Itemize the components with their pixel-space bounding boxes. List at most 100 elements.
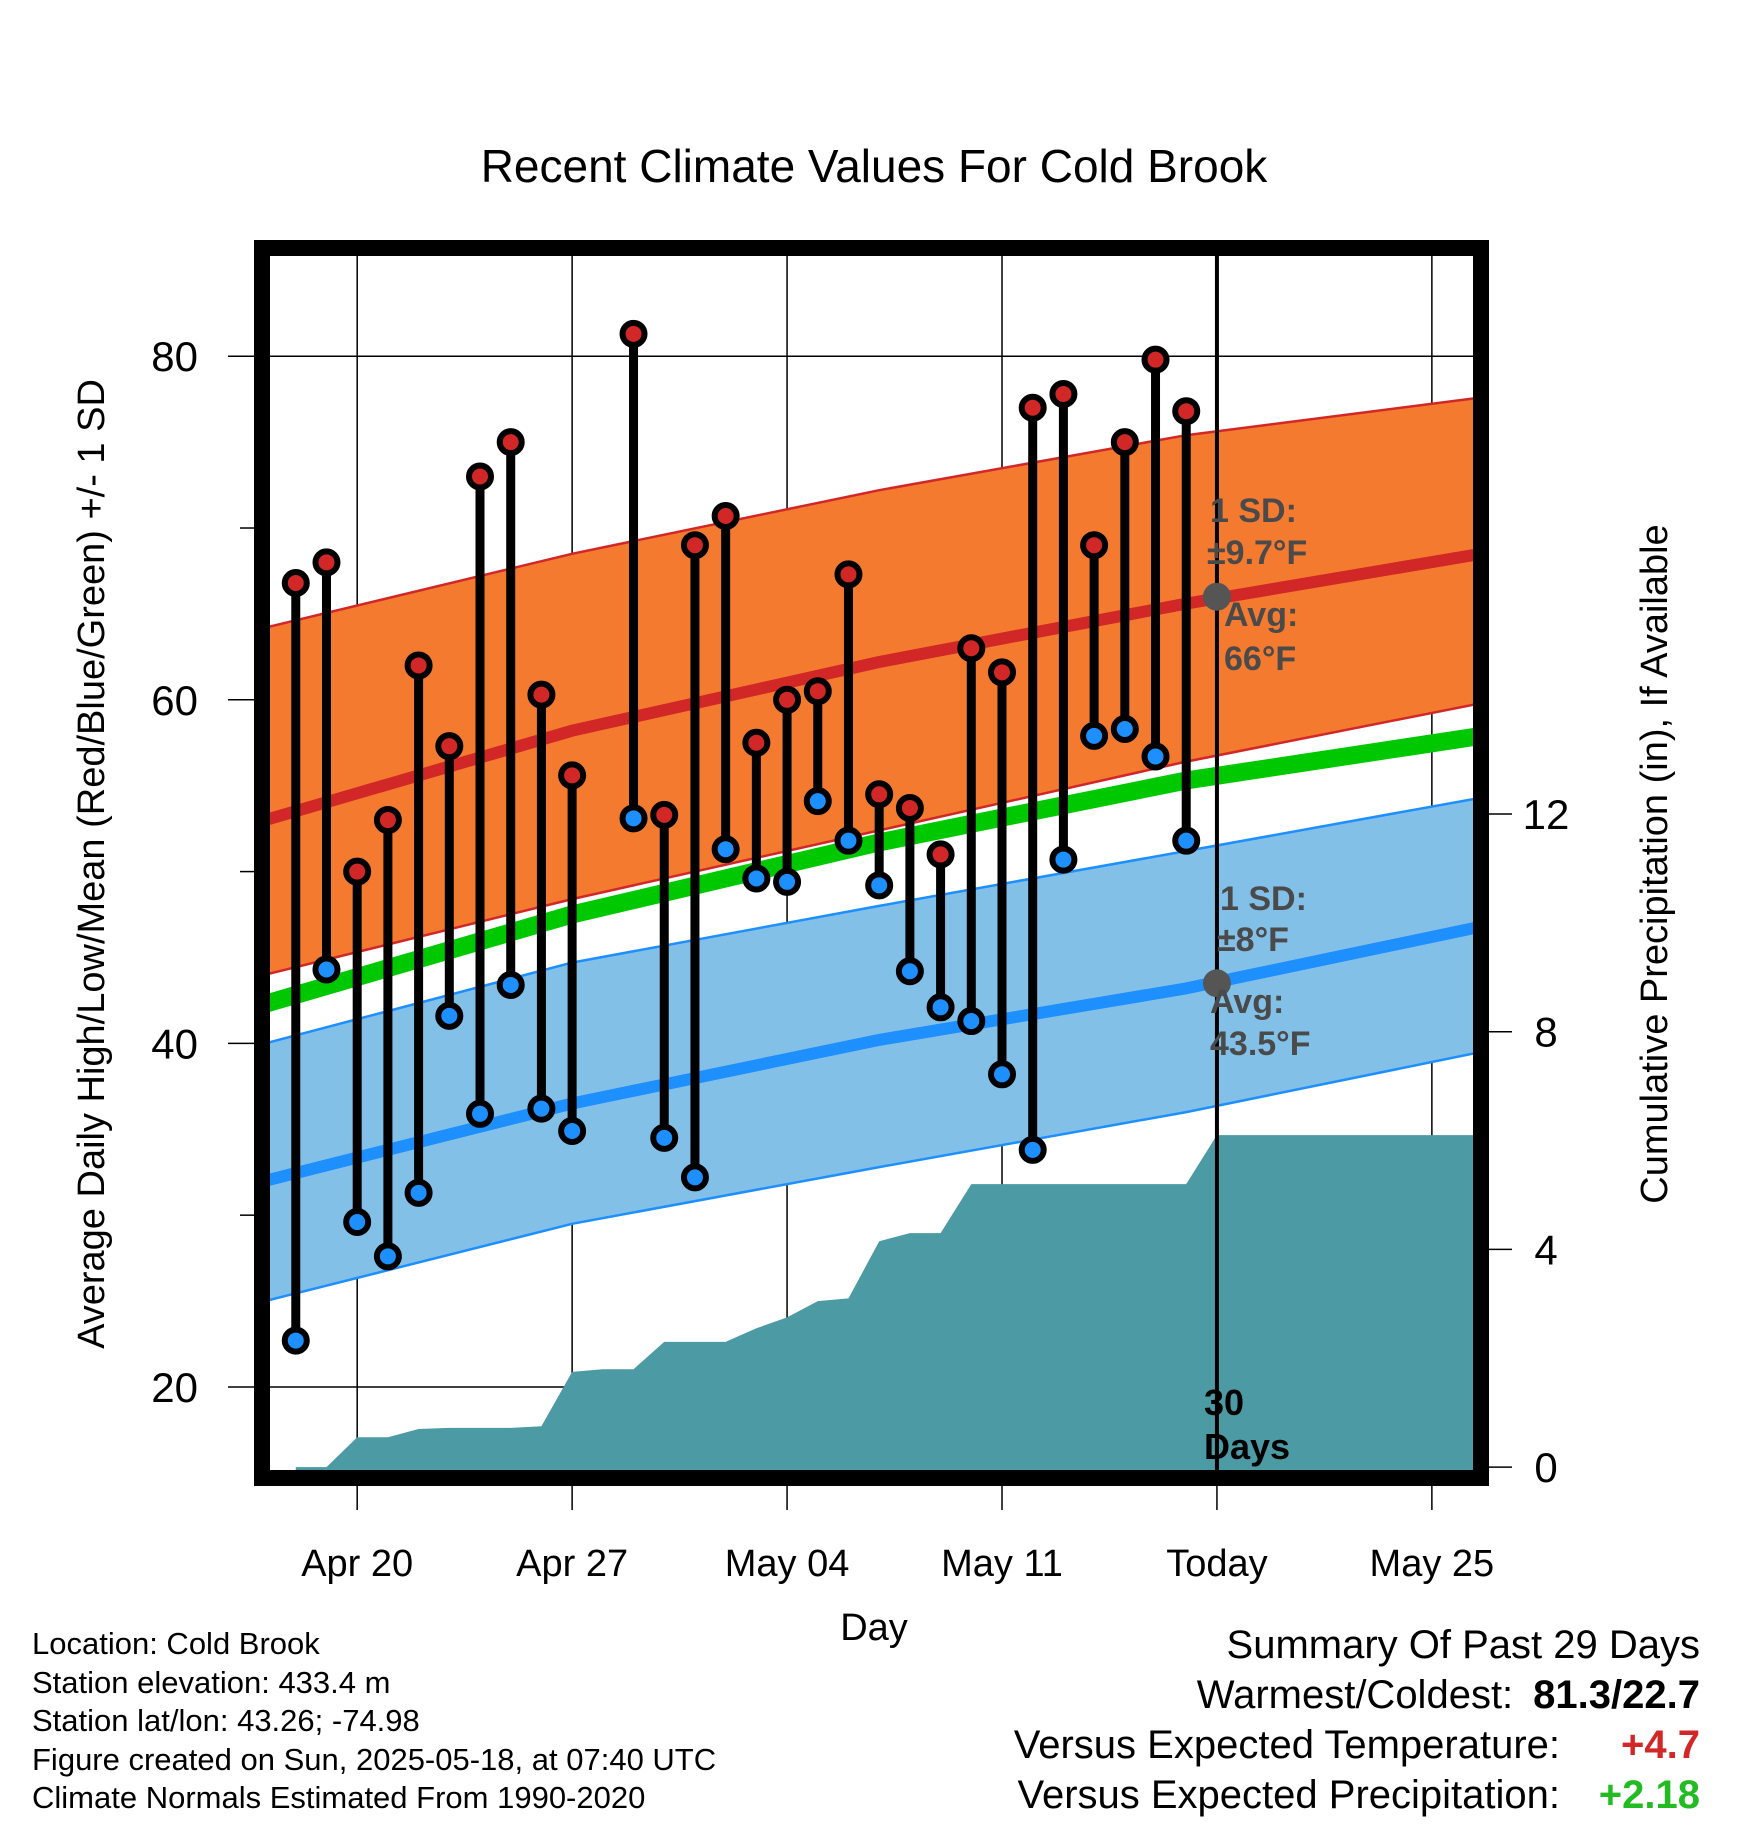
daily-low-point	[742, 864, 771, 893]
summary-panel: Summary Of Past 29 Days Warmest/Coldest:…	[1014, 1620, 1700, 1820]
daily-low-point	[435, 1001, 464, 1030]
daily-low-point	[1018, 1135, 1047, 1164]
daily-low-point	[834, 826, 863, 855]
summary-title: Summary Of Past 29 Days	[1226, 1623, 1700, 1667]
created-text: Figure created on Sun, 2025-05-18, at 07…	[32, 1741, 717, 1777]
high-avg-value: 66°F	[1224, 640, 1296, 678]
normals-text: Climate Normals Estimated From 1990-2020	[32, 1780, 646, 1815]
low-sd-value: ±8°F	[1217, 921, 1289, 959]
temperature-departure-label: Versus Expected Temperature:	[1013, 1723, 1560, 1767]
daily-high-point	[1080, 531, 1109, 560]
daily-high-point	[742, 728, 771, 757]
daily-high-point	[466, 462, 495, 491]
y-tick-label-3: 80	[151, 333, 198, 380]
daily-high-point	[680, 531, 709, 560]
y2-tick-label-0: 0	[1534, 1444, 1557, 1491]
precipitation-area	[295, 1135, 1481, 1478]
daily-low-point	[773, 867, 802, 896]
daily-high-point	[312, 548, 341, 577]
low-average-today-marker	[1202, 969, 1231, 998]
location-text: Location: Cold Brook	[32, 1626, 320, 1661]
latlon-text: Station lat/lon: 43.26; -74.98	[32, 1703, 420, 1738]
daily-high-point	[865, 780, 894, 809]
temperature-departure-row: Versus Expected Temperature: +4.7	[1014, 1720, 1700, 1770]
low-sd-band	[265, 797, 1481, 1302]
daily-low-point	[926, 993, 955, 1022]
high-band-upper-edge	[264, 396, 1481, 629]
daily-high-point	[1018, 393, 1047, 422]
temperature-departure-value: +4.7	[1621, 1723, 1700, 1767]
daily-high-point	[558, 761, 587, 790]
x-tick-label-4: Today	[1166, 1543, 1267, 1585]
daily-high-point	[834, 560, 863, 589]
low-sd-title: 1 SD:	[1220, 880, 1307, 918]
daily-high-point	[527, 680, 556, 709]
daily-low-point	[1080, 721, 1109, 750]
daily-low-point	[619, 804, 648, 833]
low-average-line	[263, 920, 1481, 1187]
low-avg-value: 43.5°F	[1210, 1025, 1311, 1063]
x-tick-label-5: May 25	[1370, 1543, 1495, 1585]
daily-low-point	[957, 1007, 986, 1036]
y-axis-label: Average Daily High/Low/Mean (Red/Blue/Gr…	[71, 379, 113, 1349]
daily-high-point	[343, 857, 372, 886]
daily-high-point	[895, 794, 924, 823]
daily-low-point	[312, 955, 341, 984]
x-tick-label-0: Apr 20	[301, 1543, 413, 1585]
elevation-text: Station elevation: 433.4 m	[32, 1664, 391, 1700]
daily-low-point	[373, 1242, 402, 1271]
daily-high-point	[650, 800, 679, 829]
precipitation-departure-label: Versus Expected Precipitation:	[1017, 1773, 1560, 1817]
daily-high-point	[1049, 380, 1078, 409]
high-average-line	[263, 547, 1481, 826]
high-average-today-marker	[1202, 582, 1231, 611]
daily-low-point	[650, 1123, 679, 1152]
daily-low-point	[466, 1099, 495, 1128]
x-axis-label: Day	[840, 1607, 908, 1649]
daily-high-point	[957, 634, 986, 663]
daily-low-point	[680, 1163, 709, 1192]
daily-high-point	[619, 319, 648, 348]
daily-low-point	[865, 871, 894, 900]
warmest-coldest-row: Warmest/Coldest: 81.3/22.7	[1014, 1670, 1700, 1720]
y2-tick-label-3: 12	[1523, 791, 1570, 838]
daily-high-point	[803, 677, 832, 706]
daily-low-point	[496, 970, 525, 999]
daily-low-point	[711, 835, 740, 864]
station-info: Location: Cold Brook Station elevation: …	[32, 1625, 716, 1818]
daily-high-point	[1172, 397, 1201, 426]
daily-high-point	[1110, 428, 1139, 457]
daily-high-point	[987, 658, 1016, 687]
daily-high-point	[711, 501, 740, 530]
daily-low-point	[803, 787, 832, 816]
daily-low-point	[558, 1116, 587, 1145]
daily-low-point	[404, 1178, 433, 1207]
daily-high-point	[926, 840, 955, 869]
y2-axis-label: Cumulative Precipitation (in), If Availa…	[1634, 524, 1676, 1203]
high-sd-value: ±9.7°F	[1207, 534, 1307, 572]
daily-high-point	[773, 685, 802, 714]
daily-low-point	[343, 1208, 372, 1237]
y-tick-label-1: 40	[151, 1020, 198, 1067]
daily-low-point	[1110, 715, 1139, 744]
chart-title: Recent Climate Values For Cold Brook	[481, 140, 1269, 192]
today-marker-group	[1202, 248, 1231, 1478]
daily-low-point	[987, 1060, 1016, 1089]
y2-tick-label-1: 4	[1534, 1226, 1557, 1273]
daily-low-point	[895, 957, 924, 986]
precipitation-area-fill	[295, 1135, 1481, 1478]
plot-frame	[254, 240, 1489, 1486]
daily-low-point	[1141, 742, 1170, 771]
warmest-coldest-value: 81.3/22.7	[1533, 1673, 1700, 1717]
axis-ticks: 20 40 60 80 0 4 8 12 Apr 20 Apr 27 May 04 May 11 Tod…	[151, 333, 1569, 1585]
daily-low-point	[1172, 826, 1201, 855]
today-label-line: Days	[1204, 1426, 1290, 1467]
daily-high-point	[281, 568, 310, 597]
low-avg-title: Avg:	[1210, 983, 1284, 1021]
daily-high-point	[373, 806, 402, 835]
precipitation-departure-row: Versus Expected Precipitation: +2.18	[1014, 1770, 1700, 1820]
daily-low-point	[527, 1094, 556, 1123]
daily-observations	[281, 319, 1201, 1355]
today-label-line: 30	[1204, 1382, 1244, 1423]
